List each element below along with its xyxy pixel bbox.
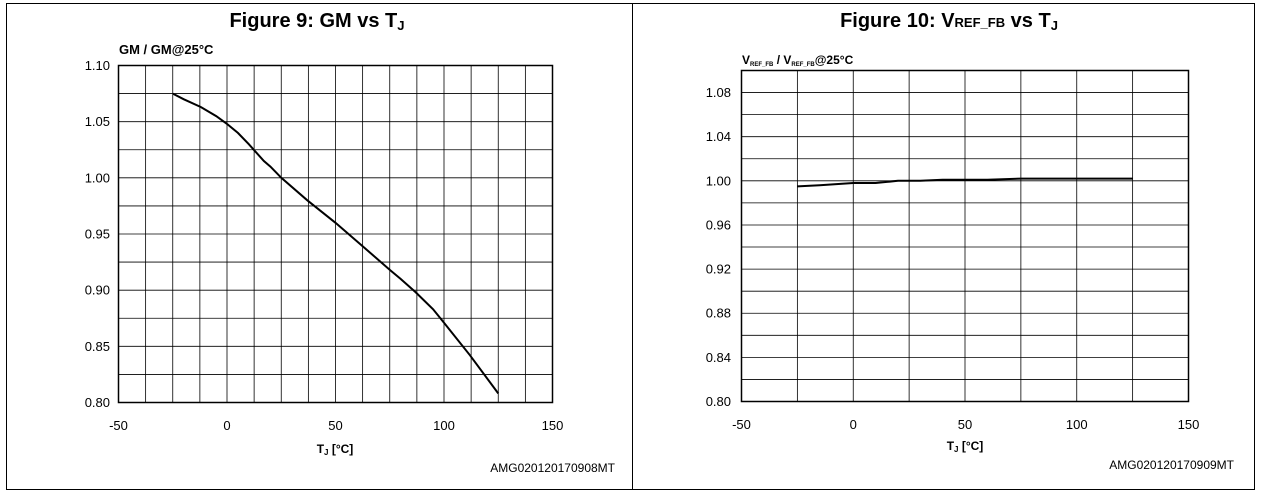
figure-10-code: AMG020120170909MT <box>1109 458 1234 472</box>
y-tick-label: 0.84 <box>706 350 731 365</box>
y-tick-label: 1.05 <box>85 114 110 129</box>
figure-10-y-tick-labels: 0.80 0.84 0.88 0.92 0.96 1.00 1.04 1.08 <box>706 85 731 409</box>
y-tick-label: 1.00 <box>85 170 110 185</box>
figure-10: Figure 10: VREF_FB vs TJ VREF_FB / VREF_… <box>706 10 1235 472</box>
x-tick-label: 100 <box>1066 417 1088 432</box>
figure-9-y-tick-labels: 0.80 0.85 0.90 0.95 1.00 1.05 1.10 <box>85 58 110 410</box>
x-tick-label: 0 <box>223 418 230 433</box>
y-tick-label: 0.96 <box>706 217 731 232</box>
y-tick-label: 0.92 <box>706 262 731 277</box>
figure-9-xlabel: TJ [°C] <box>317 442 354 457</box>
figure-10-xlabel: TJ [°C] <box>947 439 984 454</box>
y-tick-label: 1.04 <box>706 129 731 144</box>
figure-9-code: AMG020120170908MT <box>490 461 615 475</box>
y-tick-label: 0.85 <box>85 339 110 354</box>
x-tick-label: 100 <box>433 418 455 433</box>
y-tick-label: 0.90 <box>85 283 110 298</box>
y-tick-label: 0.80 <box>85 395 110 410</box>
y-tick-label: 1.00 <box>706 173 731 188</box>
figure-10-grid <box>741 70 1189 402</box>
figure-9: Figure 9: GM vs TJ GM / GM@25°C 0.80 0.85… <box>85 10 616 475</box>
figure-9-ylabel: GM / GM@25°C <box>119 42 214 57</box>
y-tick-label: 0.80 <box>706 394 731 409</box>
figure-10-x-tick-labels: -50 0 50 100 150 <box>732 417 1199 432</box>
x-tick-label: 50 <box>328 418 342 433</box>
figure-9-plot-area <box>117 64 554 404</box>
x-tick-label: 150 <box>1178 417 1200 432</box>
figure-9-grid <box>118 65 553 403</box>
figure-10-series-line <box>797 177 1133 188</box>
figure-9-series-line <box>172 92 500 395</box>
x-tick-label: -50 <box>732 417 751 432</box>
figure-10-ylabel: VREF_FB / VREF_FB@25°C <box>742 53 854 68</box>
x-tick-label: 150 <box>542 418 564 433</box>
x-tick-label: -50 <box>109 418 128 433</box>
x-tick-label: 0 <box>850 417 857 432</box>
figure-9-title: Figure 9: GM vs TJ <box>229 10 404 33</box>
figure-10-plot-area <box>740 69 1190 403</box>
figure-10-title: Figure 10: VREF_FB vs TJ <box>840 10 1058 33</box>
y-tick-label: 1.10 <box>85 58 110 73</box>
figure-9-x-tick-labels: -50 0 50 100 150 <box>109 418 563 433</box>
y-tick-label: 0.95 <box>85 227 110 242</box>
figure-frame <box>6 3 1255 490</box>
y-tick-label: 0.88 <box>706 306 731 321</box>
y-tick-label: 1.08 <box>706 85 731 100</box>
x-tick-label: 50 <box>958 417 972 432</box>
